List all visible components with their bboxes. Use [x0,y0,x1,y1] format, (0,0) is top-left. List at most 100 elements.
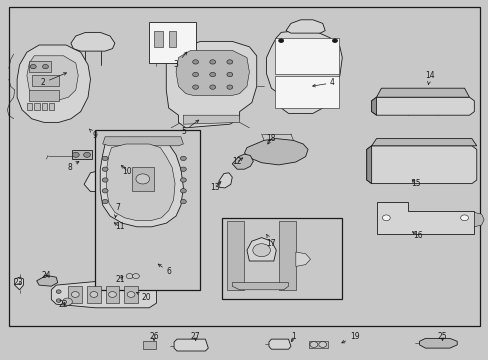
Circle shape [226,85,232,89]
Circle shape [112,165,117,168]
Text: 23: 23 [14,278,23,287]
Circle shape [126,274,133,279]
Polygon shape [419,338,456,348]
Polygon shape [71,32,115,51]
Text: 22: 22 [59,300,68,309]
Bar [34,103,40,110]
Circle shape [209,85,215,89]
Text: 4: 4 [312,78,334,87]
Polygon shape [473,212,483,227]
Text: 13: 13 [210,181,221,192]
Circle shape [127,292,135,297]
Text: 5: 5 [181,120,198,136]
Circle shape [83,152,90,157]
Circle shape [226,72,232,77]
Text: 21: 21 [115,274,124,284]
Circle shape [192,60,198,64]
Polygon shape [106,144,175,221]
Circle shape [102,199,108,204]
Circle shape [252,244,270,257]
Circle shape [180,167,186,171]
Bar [308,341,327,348]
Bar [9,7,479,326]
Polygon shape [295,252,310,266]
Circle shape [209,60,215,64]
Text: 2: 2 [41,73,66,87]
Polygon shape [366,146,476,184]
Bar [132,167,154,191]
Polygon shape [227,221,244,290]
Bar [29,61,51,72]
Bar [275,76,338,108]
Polygon shape [219,173,232,188]
Circle shape [102,156,108,161]
Polygon shape [174,339,208,351]
Circle shape [309,342,317,347]
Circle shape [102,189,108,193]
Bar [142,341,156,349]
Bar [154,31,163,47]
Polygon shape [100,138,183,227]
Text: 19: 19 [341,332,359,343]
Polygon shape [166,41,256,128]
Polygon shape [51,282,156,308]
Circle shape [71,292,79,297]
Circle shape [460,215,468,221]
Bar [149,22,195,63]
Bar [95,130,200,290]
Polygon shape [278,221,295,290]
Text: 10: 10 [121,165,132,175]
Circle shape [318,342,326,347]
Text: 20: 20 [136,292,151,302]
Text: 17: 17 [266,234,276,248]
Bar [124,286,138,303]
Polygon shape [371,97,376,115]
Polygon shape [110,144,137,167]
Circle shape [192,85,198,89]
Polygon shape [371,97,473,115]
Polygon shape [27,56,78,101]
Polygon shape [268,339,290,349]
Text: 12: 12 [232,157,242,166]
Polygon shape [246,238,276,261]
Polygon shape [376,88,468,97]
Polygon shape [366,146,371,184]
Circle shape [56,299,61,302]
Polygon shape [37,275,58,286]
Text: 27: 27 [190,332,200,341]
Polygon shape [285,20,325,33]
Text: 8: 8 [67,161,79,172]
Text: 15: 15 [410,179,420,188]
Bar [49,103,54,110]
Circle shape [56,290,61,293]
Text: 25: 25 [437,332,447,341]
Circle shape [72,152,79,157]
Bar [222,218,342,299]
Circle shape [180,156,186,161]
Text: 18: 18 [266,134,276,144]
Circle shape [278,39,283,42]
Polygon shape [176,50,249,95]
Text: 11: 11 [114,222,124,231]
Polygon shape [232,154,253,169]
Text: 1: 1 [290,332,295,342]
Circle shape [132,274,139,279]
Polygon shape [102,157,126,176]
Circle shape [332,39,337,42]
Circle shape [30,64,36,69]
Polygon shape [371,139,476,146]
Polygon shape [84,167,117,192]
Text: 7: 7 [114,202,120,217]
Circle shape [136,174,149,184]
Polygon shape [15,277,23,290]
Circle shape [180,199,186,204]
Bar [168,31,176,47]
Circle shape [180,178,186,182]
Bar [32,75,59,86]
Circle shape [226,60,232,64]
Circle shape [42,64,48,69]
Polygon shape [232,283,288,290]
Bar [29,90,59,101]
Circle shape [90,292,98,297]
Text: 9: 9 [89,129,98,139]
